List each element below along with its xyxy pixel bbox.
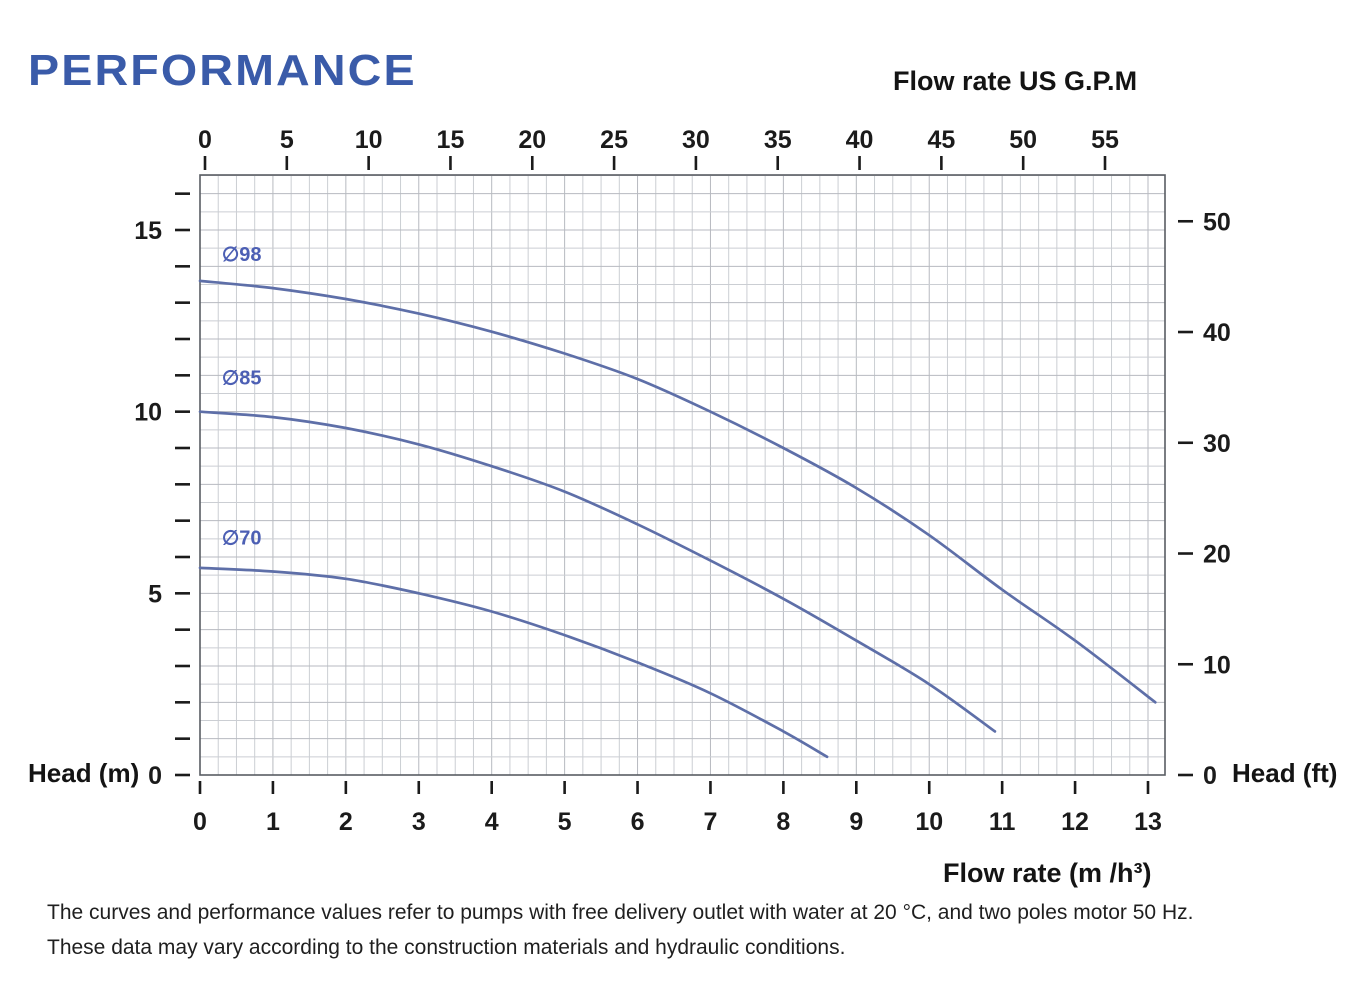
- bottom-axis-tick-label: 11: [989, 808, 1016, 836]
- bottom-axis-title: Flow rate (m /h³): [943, 858, 1152, 888]
- top-axis-tick-label: 45: [927, 126, 955, 154]
- bottom-axis-tick-label: 1: [266, 808, 280, 836]
- bottom-axis-tick-label: 12: [1061, 808, 1089, 836]
- top-axis-tick-label: 55: [1091, 126, 1119, 154]
- left-axis-tick-label: 0: [148, 762, 162, 790]
- curve-dia85: [198, 410, 997, 733]
- curve-dia70: [198, 566, 829, 759]
- bottom-axis-tick-label: 3: [412, 808, 426, 836]
- top-axis-tick-label: 50: [1009, 126, 1037, 154]
- bottom-axis-tick-label: 0: [193, 808, 207, 836]
- top-axis-tick-label: 40: [846, 126, 874, 154]
- curve-dia98: [198, 279, 1157, 704]
- bottom-axis-tick-label: 6: [631, 808, 645, 836]
- right-axis-tick-label: 0: [1203, 762, 1217, 790]
- right-axis-title: Head (ft): [1232, 758, 1338, 788]
- axis-ticks: 0 5 10 15 20 25 30 35 40 45 50 550 1 2 3 4 5 6 7 8 9 10 11 12 13…: [134, 126, 1231, 836]
- top-axis-tick-label: 30: [682, 126, 710, 154]
- top-axis-tick-label: 15: [437, 126, 465, 154]
- right-axis-tick-label: 50: [1203, 208, 1231, 236]
- left-axis-tick-label: 15: [134, 217, 162, 245]
- page-title: PERFORMANCE: [28, 46, 417, 95]
- bottom-axis-tick-label: 5: [558, 808, 572, 836]
- top-axis-tick-label: 5: [280, 126, 294, 154]
- top-axis-tick-label: 0: [198, 126, 212, 154]
- top-axis-tick-label: 20: [518, 126, 546, 154]
- bottom-axis-tick-label: 2: [339, 808, 353, 836]
- footnote-line-1: The curves and performance values refer …: [47, 901, 1194, 924]
- bottom-axis-tick-label: 7: [704, 808, 718, 836]
- right-axis-tick-label: 30: [1203, 430, 1231, 458]
- right-axis-tick-label: 10: [1203, 651, 1231, 679]
- curve-label: ∅85: [222, 367, 262, 389]
- right-axis-tick-label: 40: [1203, 319, 1231, 347]
- right-axis-tick-label: 20: [1203, 541, 1231, 569]
- top-axis-tick-label: 10: [355, 126, 383, 154]
- top-axis-tick-label: 35: [764, 126, 792, 154]
- left-axis-tick-label: 5: [148, 580, 162, 608]
- grid: [199, 175, 1165, 776]
- top-axis-tick-label: 25: [600, 126, 628, 154]
- top-axis-title: Flow rate US G.P.M: [893, 66, 1138, 96]
- footnote-line-2: These data may vary according to the con…: [47, 936, 846, 959]
- plot-border: [199, 174, 1166, 776]
- curve-label: ∅98: [222, 244, 262, 266]
- left-axis-tick-label: 10: [134, 399, 162, 427]
- curve-label: ∅70: [222, 527, 262, 549]
- bottom-axis-tick-label: 9: [849, 808, 863, 836]
- bottom-axis-tick-label: 13: [1134, 808, 1162, 836]
- bottom-axis-tick-label: 10: [915, 808, 943, 836]
- bottom-axis-tick-label: 4: [485, 808, 499, 836]
- left-axis-title: Head (m): [28, 758, 140, 788]
- bottom-axis-tick-label: 8: [776, 808, 790, 836]
- curves: ∅98 ∅85 ∅70: [198, 244, 1157, 759]
